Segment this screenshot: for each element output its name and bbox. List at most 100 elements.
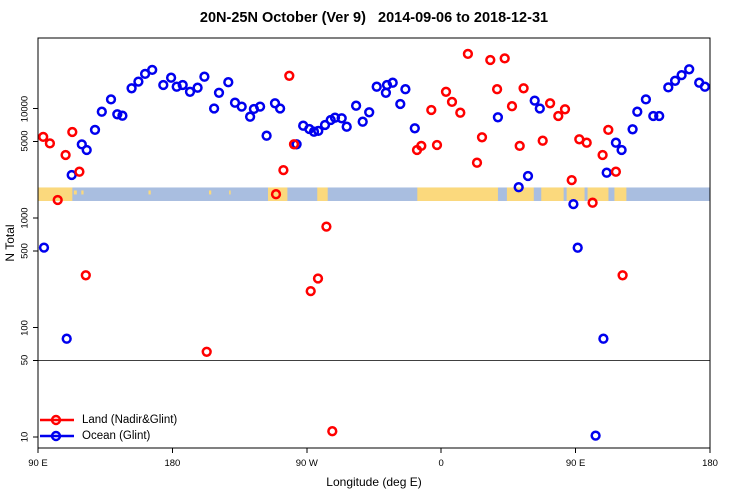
data-point-ocean[interactable] xyxy=(601,167,612,178)
data-point-ocean[interactable] xyxy=(654,110,665,122)
data-point-ocean[interactable] xyxy=(308,126,320,137)
data-point-land[interactable] xyxy=(514,140,525,152)
data-point-ocean[interactable] xyxy=(336,113,347,124)
data-point-ocean[interactable] xyxy=(171,81,182,92)
data-point-land[interactable] xyxy=(278,164,289,176)
data-point-land[interactable] xyxy=(305,285,316,297)
data-point-land[interactable] xyxy=(327,426,338,437)
data-point-ocean[interactable] xyxy=(534,103,545,114)
data-point-land[interactable] xyxy=(440,86,452,97)
data-point-ocean[interactable] xyxy=(269,98,281,109)
data-point-land[interactable] xyxy=(476,132,488,143)
data-point-ocean[interactable] xyxy=(522,170,534,182)
data-point-ocean[interactable] xyxy=(632,106,643,117)
data-point-land[interactable] xyxy=(288,139,300,150)
data-point-ocean[interactable] xyxy=(89,124,101,136)
data-point-ocean[interactable] xyxy=(669,75,681,86)
data-point-ocean[interactable] xyxy=(357,116,368,127)
data-point-ocean[interactable] xyxy=(492,112,504,123)
data-point-land[interactable] xyxy=(499,53,510,64)
data-point-ocean[interactable] xyxy=(364,107,375,118)
data-point-land[interactable] xyxy=(581,137,592,148)
data-point-land[interactable] xyxy=(52,194,63,206)
data-point-ocean[interactable] xyxy=(663,82,674,93)
data-point-ocean[interactable] xyxy=(676,69,687,81)
data-point-ocean[interactable] xyxy=(319,119,331,131)
data-point-ocean[interactable] xyxy=(112,109,123,120)
data-point-ocean[interactable] xyxy=(380,87,392,98)
data-point-land[interactable] xyxy=(518,83,529,94)
data-point-land[interactable] xyxy=(270,189,282,200)
data-point-land[interactable] xyxy=(426,104,437,116)
data-point-land[interactable] xyxy=(67,126,78,138)
data-point-ocean[interactable] xyxy=(529,95,540,106)
data-point-ocean[interactable] xyxy=(409,123,420,134)
data-point-land[interactable] xyxy=(201,346,212,357)
data-point-ocean[interactable] xyxy=(126,83,137,94)
data-point-ocean[interactable] xyxy=(598,333,609,344)
data-point-land[interactable] xyxy=(610,166,622,177)
data-point-land[interactable] xyxy=(455,107,466,118)
data-point-ocean[interactable] xyxy=(274,103,286,114)
data-point-ocean[interactable] xyxy=(371,81,382,92)
data-point-ocean[interactable] xyxy=(254,101,266,112)
data-point-ocean[interactable] xyxy=(133,76,144,87)
data-point-land[interactable] xyxy=(44,138,56,149)
data-point-land[interactable] xyxy=(603,124,614,136)
data-point-land[interactable] xyxy=(38,131,49,143)
data-point-ocean[interactable] xyxy=(158,79,169,91)
data-point-ocean[interactable] xyxy=(147,64,158,76)
data-point-land[interactable] xyxy=(60,149,71,161)
data-point-ocean[interactable] xyxy=(177,79,188,91)
data-point-ocean[interactable] xyxy=(244,111,256,122)
data-point-land[interactable] xyxy=(462,48,474,60)
data-point-land[interactable] xyxy=(544,98,556,109)
data-point-land[interactable] xyxy=(446,96,458,108)
data-point-ocean[interactable] xyxy=(387,77,398,88)
data-point-ocean[interactable] xyxy=(236,101,247,112)
data-point-land[interactable] xyxy=(284,70,295,81)
data-point-land[interactable] xyxy=(566,174,577,186)
data-point-ocean[interactable] xyxy=(223,77,234,88)
data-point-land[interactable] xyxy=(617,270,628,281)
data-point-land[interactable] xyxy=(553,110,564,122)
data-point-land[interactable] xyxy=(80,270,91,281)
data-point-ocean[interactable] xyxy=(341,121,352,132)
data-point-ocean[interactable] xyxy=(616,144,627,156)
data-point-ocean[interactable] xyxy=(648,110,659,122)
data-point-ocean[interactable] xyxy=(640,94,652,105)
data-point-ocean[interactable] xyxy=(400,84,411,95)
data-point-ocean[interactable] xyxy=(81,144,92,156)
data-point-land[interactable] xyxy=(471,157,483,168)
data-point-ocean[interactable] xyxy=(105,94,117,105)
data-point-ocean[interactable] xyxy=(76,139,87,150)
data-point-land[interactable] xyxy=(431,139,443,151)
data-point-ocean[interactable] xyxy=(96,106,107,117)
data-point-land[interactable] xyxy=(30,133,40,141)
data-point-land[interactable] xyxy=(485,54,496,66)
data-point-land[interactable] xyxy=(597,149,608,161)
data-point-ocean[interactable] xyxy=(590,430,601,441)
data-point-ocean[interactable] xyxy=(313,125,324,137)
data-point-ocean[interactable] xyxy=(684,64,695,75)
data-point-land[interactable] xyxy=(506,101,518,112)
data-point-ocean[interactable] xyxy=(165,72,177,83)
data-point-ocean[interactable] xyxy=(199,71,210,82)
data-point-ocean[interactable] xyxy=(61,333,72,344)
data-point-ocean[interactable] xyxy=(38,242,50,253)
data-point-ocean[interactable] xyxy=(395,98,406,110)
data-point-land[interactable] xyxy=(537,135,548,146)
data-point-ocean[interactable] xyxy=(192,82,203,93)
data-point-ocean[interactable] xyxy=(213,87,225,98)
data-point-land[interactable] xyxy=(491,84,503,95)
data-point-land[interactable] xyxy=(312,273,324,284)
data-point-ocean[interactable] xyxy=(610,137,622,148)
data-point-ocean[interactable] xyxy=(699,81,710,92)
data-point-ocean[interactable] xyxy=(184,86,196,97)
data-point-ocean[interactable] xyxy=(117,110,128,121)
data-point-land[interactable] xyxy=(321,221,332,232)
data-point-ocean[interactable] xyxy=(568,198,579,210)
data-point-land[interactable] xyxy=(587,197,598,208)
data-point-land[interactable] xyxy=(416,140,427,152)
data-point-ocean[interactable] xyxy=(350,100,362,111)
